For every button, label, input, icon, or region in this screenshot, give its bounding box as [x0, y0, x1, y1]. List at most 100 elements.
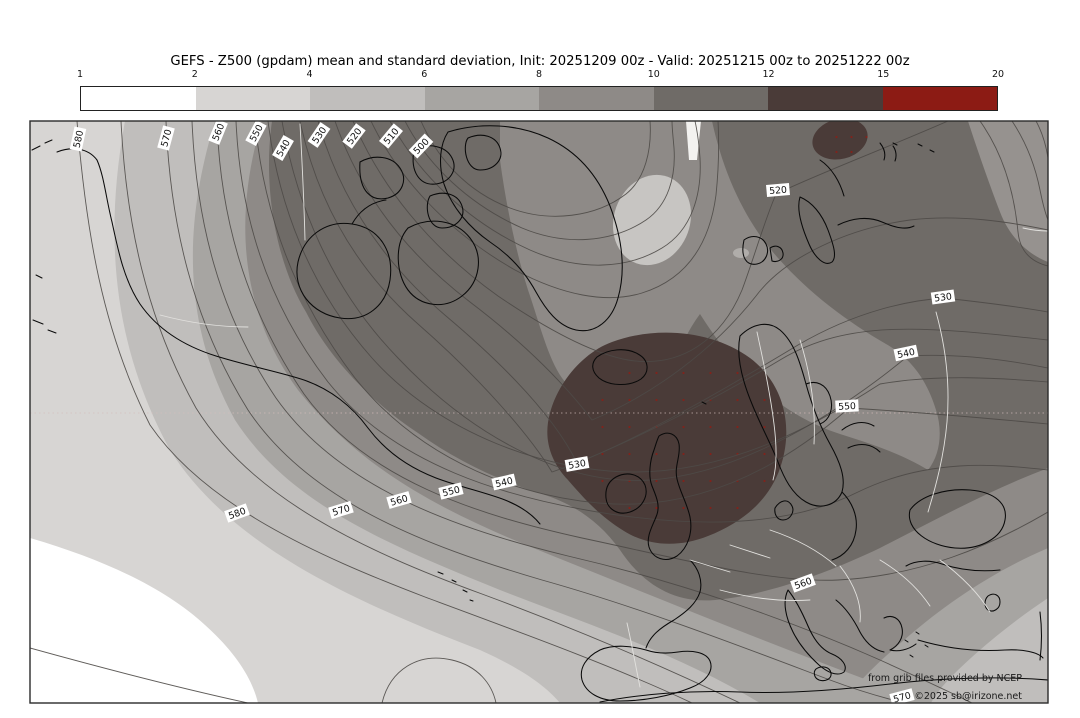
- stipple-dot: [835, 150, 838, 154]
- stipple-dot: [736, 506, 739, 510]
- credit-copyright: ©2025 sb@irizone.net: [914, 691, 1022, 702]
- contour-label: 570: [328, 500, 354, 520]
- colorbar-tick-label: 10: [647, 69, 660, 80]
- coastline-great-britain: [647, 432, 692, 560]
- svg-text:550: 550: [441, 484, 461, 499]
- coastline-novaya-zemlya: [798, 196, 836, 264]
- contour-label: 540: [893, 344, 919, 362]
- svg-text:530: 530: [567, 458, 586, 472]
- coastline-greece: [883, 615, 929, 658]
- stipple-dot: [835, 135, 838, 139]
- svg-text:570: 570: [331, 503, 351, 519]
- stddev-shading: [30, 121, 1048, 703]
- svg-text:540: 540: [494, 476, 514, 491]
- stipple-dot: [763, 398, 766, 402]
- contour-label: 570: [157, 125, 175, 151]
- stipple-dot: [601, 398, 604, 402]
- svg-text:530: 530: [934, 291, 953, 304]
- stipple-dot: [709, 506, 712, 510]
- colorbar: [80, 86, 998, 111]
- coastline-anatolia: [905, 560, 1044, 659]
- contour-label: 550: [835, 399, 859, 413]
- colorbar-segment: [653, 87, 768, 110]
- coastline-sicily: [813, 666, 832, 682]
- stipple-dot: [736, 398, 739, 402]
- stipple-dot: [601, 452, 604, 456]
- stipple-dot: [736, 425, 739, 429]
- stipple-dot: [865, 135, 868, 139]
- colorbar-tick-label: 8: [535, 69, 543, 80]
- figure-title: GEFS - Z500 (gpdam) mean and standard de…: [170, 54, 910, 69]
- coastline-france: [645, 559, 702, 649]
- colorbar-tick-label: 15: [877, 69, 890, 80]
- stipple-dot: [763, 452, 766, 456]
- stipple-dot: [850, 135, 853, 139]
- colorbar-segment: [81, 87, 196, 110]
- stipple-dot: [682, 479, 685, 483]
- svg-text:570: 570: [892, 690, 912, 705]
- stipple-dot: [628, 425, 631, 429]
- colorbar-segment: [195, 87, 310, 110]
- colorbar-tick-label: 1: [76, 69, 84, 80]
- coastline-russian-arctic: [819, 142, 915, 229]
- coastline-black-sea: [908, 489, 1006, 549]
- stipple-dot: [682, 371, 685, 375]
- coastline-baltic: [805, 381, 881, 561]
- contour-label: 540: [491, 473, 517, 491]
- map-border: [29, 120, 1049, 704]
- high-stddev-blob-norwegian-sea: [547, 332, 787, 544]
- stipple-dot: [655, 371, 658, 375]
- coastline-adriatic-balkans: [835, 599, 885, 653]
- coastline-iceland: [592, 349, 648, 386]
- colorbar-tick-label: 4: [306, 69, 313, 80]
- colorbar-tick-label: 2: [191, 69, 198, 80]
- coastline-hudson-bay: [296, 222, 392, 320]
- stipple-dot: [682, 452, 685, 456]
- coastline-north-africa: [599, 677, 1048, 703]
- contour-label: 550: [438, 482, 464, 500]
- stipple-dot: [850, 150, 853, 154]
- svg-text:560: 560: [389, 493, 409, 508]
- contour-label: 530: [930, 289, 956, 305]
- country-borders: [159, 123, 1048, 688]
- contour-label: 580: [69, 126, 87, 152]
- colorbar-segment: [882, 87, 997, 110]
- svg-text:570: 570: [159, 128, 174, 148]
- contour-label: 560: [386, 491, 412, 509]
- coastline-iberia: [580, 645, 712, 702]
- stipple-dot: [628, 371, 631, 375]
- stipple-dot: [601, 425, 604, 429]
- coastlines: [31, 125, 1048, 703]
- coastline-atlantic-islands: [437, 401, 707, 602]
- colorbar-segment: [310, 87, 425, 110]
- stipple-dot: [709, 452, 712, 456]
- colorbar-tick-label: 12: [762, 69, 775, 80]
- colorbar-tick-label: 20: [991, 69, 1005, 80]
- svg-text:520: 520: [769, 185, 788, 198]
- credit-source: from grib files provided by NCEP: [868, 673, 1022, 684]
- stipple-dot: [709, 425, 712, 429]
- stipple-dot: [709, 371, 712, 375]
- stipple-dot: [736, 371, 739, 375]
- stipple-dot: [655, 398, 658, 402]
- coastline-arctic-islands: [359, 156, 404, 200]
- contour-label: 530: [564, 456, 590, 472]
- coastline-svalbard: [742, 235, 769, 265]
- stipple-dot: [655, 452, 658, 456]
- stipple-dot: [682, 425, 685, 429]
- coastline-denmark: [774, 500, 794, 521]
- colorbar-segment: [768, 87, 883, 110]
- coastline-greenland: [439, 125, 623, 332]
- stipple-dot: [682, 506, 685, 510]
- svg-text:540: 540: [896, 347, 916, 361]
- stipple-dot: [709, 479, 712, 483]
- contour-label: 570: [889, 688, 915, 705]
- colorbar-segment: [539, 87, 654, 110]
- stipple-dot: [763, 425, 766, 429]
- stipple-dot: [655, 479, 658, 483]
- low-stddev-ellipse-greenland: [612, 174, 692, 266]
- stipple-dot: [682, 398, 685, 402]
